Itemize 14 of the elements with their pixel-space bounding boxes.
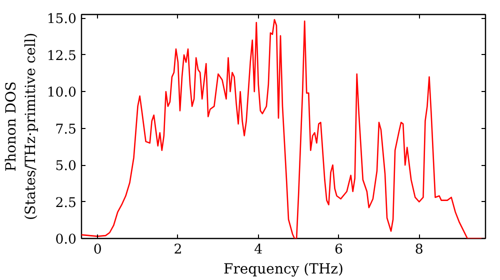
x-tick-label: 4 [254, 242, 263, 258]
y-tick-label: 15.0 [46, 12, 77, 28]
y-tick-label: 10.0 [46, 86, 77, 101]
x-tick-label: 0 [93, 242, 102, 258]
y-tick-label: 12.5 [46, 48, 77, 64]
x-tick-label: 2 [174, 242, 182, 258]
y-tick-label: 5.0 [55, 159, 77, 174]
y-axis-title: Phonon DOS (States/THz·primitive cell) [4, 32, 39, 220]
x-tick-label: 8 [414, 242, 424, 258]
y-tick-label: 2.5 [55, 196, 77, 211]
y-tick-label: 0.0 [55, 232, 77, 248]
x-axis-title: Frequency (THz) [223, 262, 344, 278]
y-tick-label: 7.5 [55, 122, 77, 138]
x-tick-label: 6 [334, 242, 344, 258]
